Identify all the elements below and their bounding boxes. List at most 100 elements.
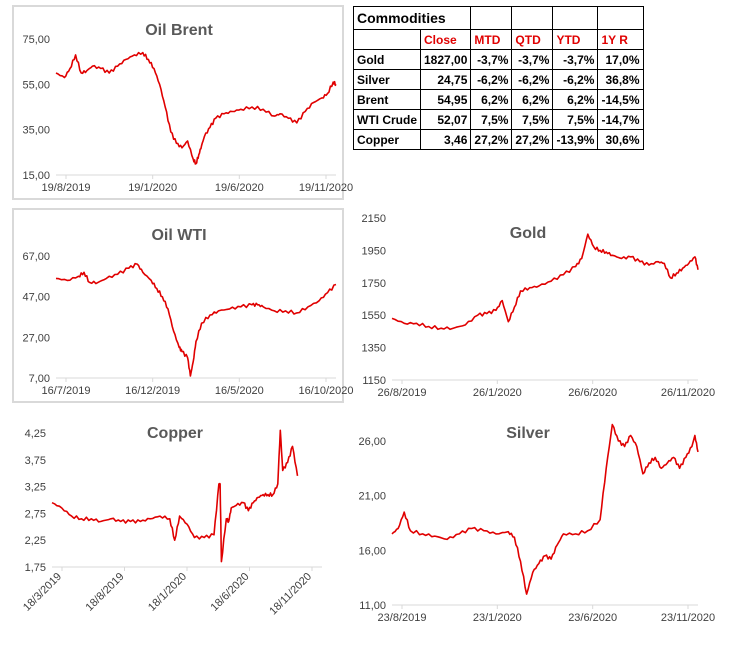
y-tick-label: 75,00 [22,34,50,46]
table-header-cell [353,29,421,50]
series-line-silver [391,423,699,595]
y-tick-label: 26,00 [358,436,386,448]
x-tick-label: 26/1/2020 [473,387,522,399]
series-line-copper [51,429,299,563]
y-tick-label: 7,00 [29,373,50,385]
y-tick-label: 35,00 [22,125,50,137]
y-tick-label: 1950 [362,245,386,257]
table-cell: 17,0% [597,49,644,70]
x-tick-label: 18/11/2020 [267,571,314,618]
row-label: Silver [353,69,421,90]
x-tick-label: 19/8/2019 [42,182,91,194]
x-tick-label: 16/12/2019 [125,385,180,397]
y-tick-label: 1750 [362,278,386,290]
table-cell: -6,2% [552,69,599,90]
table-cell: 24,75 [419,69,472,90]
row-label: Brent [353,89,421,110]
x-tick-label: 23/8/2019 [378,612,427,624]
y-tick-label: 1,75 [25,562,46,574]
x-tick-label: 19/1/2020 [128,182,177,194]
chart-title: Silver [506,425,550,442]
y-tick-label: 4,25 [25,428,46,440]
chart-panel-brent: Oil Brent 75,00 55,00 35,00 15,00 19/8/2019 19… [12,5,353,200]
table-cell: -3,7% [552,49,599,70]
y-tick-label: 27,00 [22,332,50,344]
table-cell: 6,2% [470,89,513,110]
table-cell: -3,7% [470,49,513,70]
y-tick-label: 16,00 [358,545,386,557]
table-cell: -13,9% [552,129,599,150]
table-cell: 7,5% [552,109,599,130]
x-tick-label: 18/8/2019 [84,571,127,614]
series-line-wti [55,262,337,377]
table-cell: 36,8% [597,69,644,90]
table-header-cell: QTD [511,29,554,50]
table-cell: 27,2% [470,129,513,150]
x-tick-label: 23/1/2020 [473,612,522,624]
table-header-cell: 1Y R [597,29,644,50]
table-cell: -14,7% [597,109,644,130]
x-tick-label: 18/3/2019 [21,571,64,614]
table-empty-cell [511,6,554,30]
x-tick-label: 19/6/2020 [215,182,264,194]
table-header-cell: YTD [552,29,599,50]
row-label: Copper [353,129,421,150]
x-tick-label: 23/11/2020 [661,612,715,624]
x-tick-label: 23/6/2020 [568,612,617,624]
table-cell: 7,5% [511,109,554,130]
table-cell: 6,2% [552,89,599,110]
chart-panel-copper: Copper 4,25 3,75 3,25 2,75 2,25 1,75 18/3/2019 1… [10,415,330,645]
y-tick-label: 15,00 [22,170,50,182]
y-tick-label: 2,25 [25,535,46,547]
table-cell: 3,46 [419,129,472,150]
series-line-gold [391,233,699,331]
x-tick-label: 18/6/2020 [209,571,252,614]
x-tick-label: 16/5/2020 [215,385,264,397]
x-tick-label: 16/7/2019 [42,385,91,397]
chart-title: Copper [147,425,203,442]
x-tick-label: 16/10/2020 [298,385,353,397]
y-tick-label: 1350 [362,343,386,355]
x-tick-label: 26/8/2019 [378,387,427,399]
table-cell: 6,2% [511,89,554,110]
y-tick-label: 21,00 [358,491,386,503]
row-label: Gold [353,49,421,70]
table-empty-cell [470,6,513,30]
table-header-cell: Close [419,29,472,50]
table-cell: -3,7% [511,49,554,70]
table-row: Gold 1827,00 -3,7% -3,7% -3,7% 17,0% [353,49,644,70]
y-tick-label: 3,25 [25,482,46,494]
table-title: Commodities [352,6,472,30]
table-row: Brent 54,95 6,2% 6,2% 6,2% -14,5% [353,89,644,110]
table-row: Silver 24,75 -6,2% -6,2% -6,2% 36,8% [353,69,644,90]
y-tick-label: 2150 [362,213,386,225]
chart-panel-gold: Gold 2150 1950 1750 1550 1350 1150 26/8/2019 26/… [350,208,720,408]
table-cell: 52,07 [419,109,472,130]
y-tick-label: 11,00 [359,600,386,612]
commodities-table: Commodities Close MTD QTD YTD 1Y R Gold 1827,00… [352,6,644,150]
chart-panel-silver: Silver 26,00 21,00 16,00 11,00 23/8/2019 23/1/… [350,415,720,645]
table-empty-cell [597,6,644,30]
y-tick-label: 1550 [362,310,386,322]
table-cell: -6,2% [511,69,554,90]
table-cell: 1827,00 [419,49,472,70]
chart-title: Oil WTI [151,227,206,244]
table-row: WTI Crude 52,07 7,5% 7,5% 7,5% -14,7% [353,109,644,130]
table-header-cell: MTD [470,29,513,50]
table-empty-cell [552,6,599,30]
chart-panel-wti: Oil WTI 67,00 47,00 27,00 7,00 16/7/2019 16/12… [12,208,354,403]
row-label: WTI Crude [353,109,421,130]
table-cell: 7,5% [470,109,513,130]
x-tick-label: 26/6/2020 [568,387,617,399]
chart-title: Gold [510,225,546,242]
table-cell: 54,95 [419,89,472,110]
y-tick-label: 67,00 [22,251,50,263]
table-cell: 30,6% [597,129,644,150]
table-cell: 27,2% [511,129,554,150]
y-tick-label: 3,75 [25,455,46,467]
